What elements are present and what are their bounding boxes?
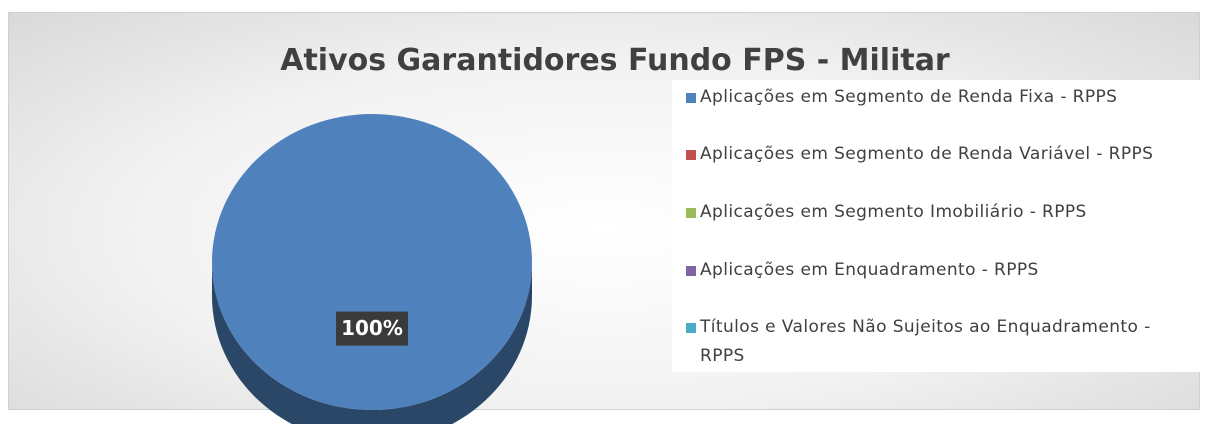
data-label-text: 100%: [341, 316, 403, 340]
legend-item: Títulos e Valores Não Sujeitos ao Enquad…: [680, 313, 1190, 371]
legend: Aplicações em Segmento de Renda Fixa - R…: [672, 80, 1200, 372]
legend-label: Aplicações em Enquadramento - RPPS: [700, 260, 1039, 280]
legend-label: Aplicações em Segmento Imobiliário - RPP…: [700, 202, 1087, 222]
legend-label: Aplicações em Segmento de Renda Fixa - R…: [700, 87, 1118, 107]
legend-swatch: [686, 266, 696, 276]
legend-label: Títulos e Valores Não Sujeitos ao Enquad…: [700, 317, 1151, 366]
pie-slice: [212, 114, 532, 410]
legend-item: Aplicações em Enquadramento - RPPS: [680, 256, 1190, 285]
legend-label: Aplicações em Segmento de Renda Variável…: [700, 144, 1154, 164]
legend-item: Aplicações em Segmento Imobiliário - RPP…: [680, 198, 1190, 227]
data-label-box: [336, 311, 408, 346]
chart-title: Ativos Garantidores Fundo FPS - Militar: [280, 43, 950, 78]
legend-item: Aplicações em Segmento de Renda Variável…: [680, 140, 1190, 169]
legend-swatch: [686, 93, 696, 103]
legend-swatch: [686, 323, 696, 333]
data-label: 100%: [336, 311, 408, 346]
legend-swatch: [686, 150, 696, 160]
legend-item: Aplicações em Segmento de Renda Fixa - R…: [680, 83, 1190, 112]
legend-swatch: [686, 208, 696, 218]
